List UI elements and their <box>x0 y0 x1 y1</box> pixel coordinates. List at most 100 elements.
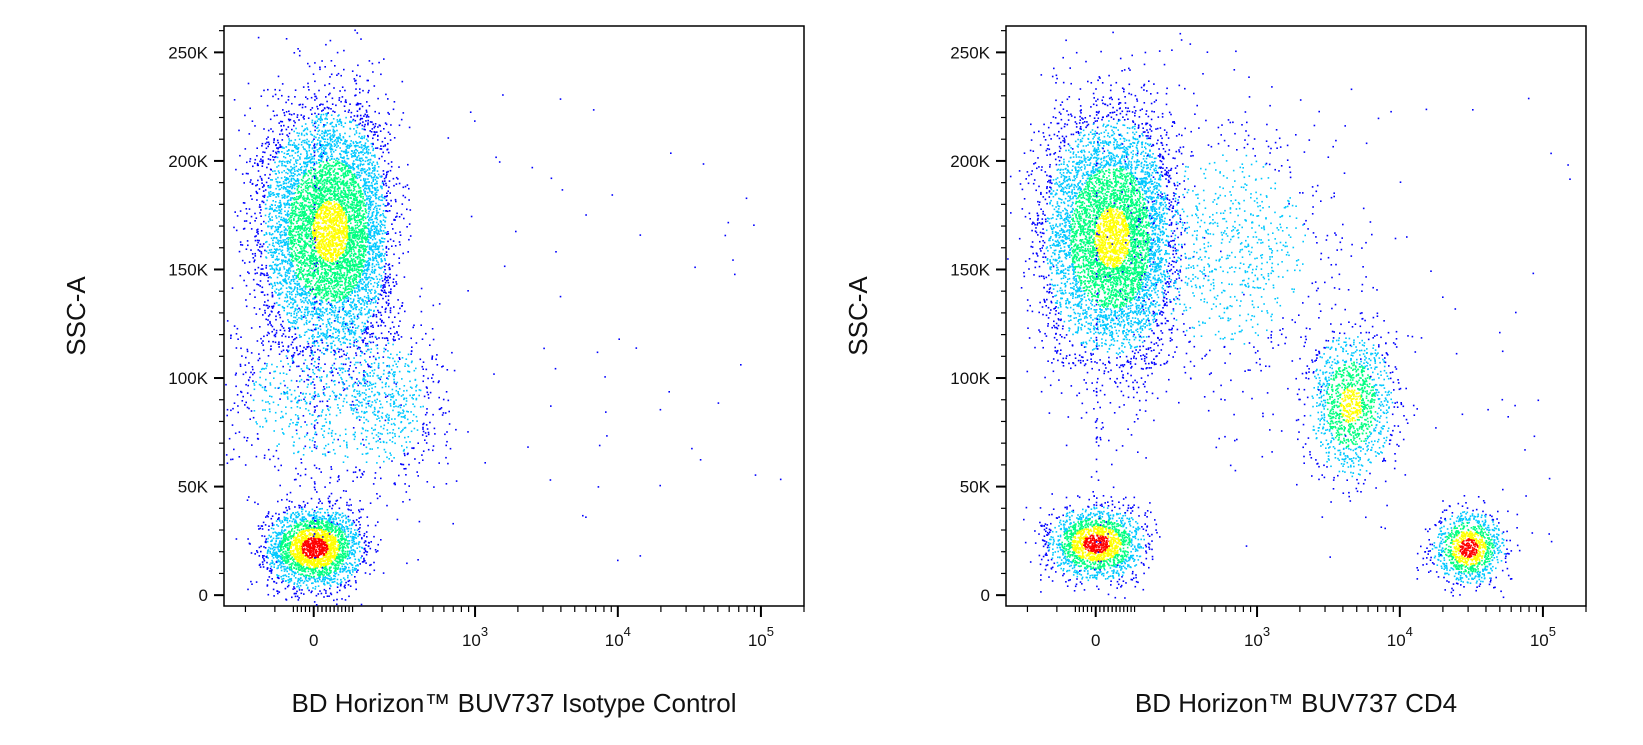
data-point <box>306 127 308 129</box>
data-point <box>382 145 385 148</box>
data-point <box>302 556 304 559</box>
data-point <box>301 235 303 237</box>
data-point <box>357 190 360 193</box>
data-point <box>289 543 291 545</box>
data-point <box>306 560 308 563</box>
data-point <box>279 546 282 548</box>
data-point <box>336 560 338 563</box>
data-point <box>309 313 312 316</box>
data-point <box>271 544 273 547</box>
data-point <box>286 585 289 588</box>
data-point <box>337 185 339 187</box>
data-point <box>326 253 328 256</box>
data-point <box>298 545 301 547</box>
data-point <box>387 240 389 243</box>
data-point <box>355 568 357 570</box>
data-point <box>309 355 311 357</box>
data-point <box>364 113 366 116</box>
data-point <box>283 516 286 518</box>
data-point <box>365 203 367 206</box>
data-point <box>327 133 329 135</box>
data-point <box>331 514 333 517</box>
data-point <box>377 229 379 232</box>
data-point <box>347 281 349 284</box>
data-point <box>292 150 295 152</box>
data-point <box>361 258 364 261</box>
data-point <box>352 253 355 256</box>
data-point <box>284 557 286 560</box>
data-point <box>278 560 280 563</box>
data-point <box>394 198 397 201</box>
data-point <box>284 544 286 546</box>
data-point <box>316 172 319 174</box>
data-point <box>310 559 312 562</box>
data-point <box>365 188 368 190</box>
data-point <box>281 234 284 236</box>
data-point <box>341 325 343 328</box>
data-point <box>324 568 326 571</box>
data-point <box>356 114 359 117</box>
data-point <box>304 504 306 506</box>
data-point <box>321 153 323 156</box>
data-point <box>348 333 351 336</box>
data-point <box>314 268 317 271</box>
data-point <box>342 318 345 320</box>
data-point <box>329 518 332 521</box>
data-point <box>284 278 286 280</box>
data-point <box>322 334 324 337</box>
data-point <box>330 577 332 579</box>
data-point <box>314 550 317 553</box>
data-point <box>324 528 327 531</box>
data-point <box>300 508 303 510</box>
data-point <box>337 553 339 555</box>
data-point <box>296 548 298 550</box>
data-point <box>252 165 254 168</box>
data-point <box>319 339 322 341</box>
data-point <box>305 306 307 308</box>
data-point <box>288 248 290 251</box>
data-point <box>373 265 376 268</box>
data-point <box>326 558 329 561</box>
data-point <box>365 148 368 150</box>
data-point <box>305 165 308 168</box>
data-point <box>274 204 276 206</box>
data-point <box>348 226 350 228</box>
data-point <box>321 132 323 135</box>
data-point <box>321 169 324 172</box>
data-point <box>305 132 308 135</box>
data-point <box>321 197 323 200</box>
data-point <box>376 218 379 221</box>
data-point <box>338 541 340 543</box>
data-point <box>377 255 379 257</box>
data-point <box>264 189 267 191</box>
data-point <box>325 540 327 542</box>
data-point <box>281 230 283 233</box>
data-point <box>325 550 328 553</box>
data-point <box>325 348 327 350</box>
data-point <box>342 529 344 531</box>
data-point <box>350 248 353 250</box>
data-point <box>297 571 299 573</box>
data-point <box>361 232 364 235</box>
data-point <box>293 583 295 585</box>
data-point <box>354 224 357 227</box>
data-point <box>348 171 351 174</box>
data-point <box>282 563 285 565</box>
data-point <box>356 227 359 229</box>
data-point <box>396 215 398 218</box>
data-point <box>329 553 332 555</box>
data-point <box>310 244 313 247</box>
data-point <box>341 545 344 547</box>
data-point <box>318 533 320 536</box>
data-point <box>354 146 357 148</box>
data-point <box>368 248 371 251</box>
data-point <box>285 517 288 519</box>
data-point <box>322 294 325 297</box>
data-point <box>331 537 334 539</box>
data-point <box>375 275 378 278</box>
data-point <box>319 578 321 581</box>
data-point <box>383 284 386 286</box>
data-point <box>268 576 271 578</box>
data-point <box>298 569 300 571</box>
data-point <box>316 560 319 563</box>
